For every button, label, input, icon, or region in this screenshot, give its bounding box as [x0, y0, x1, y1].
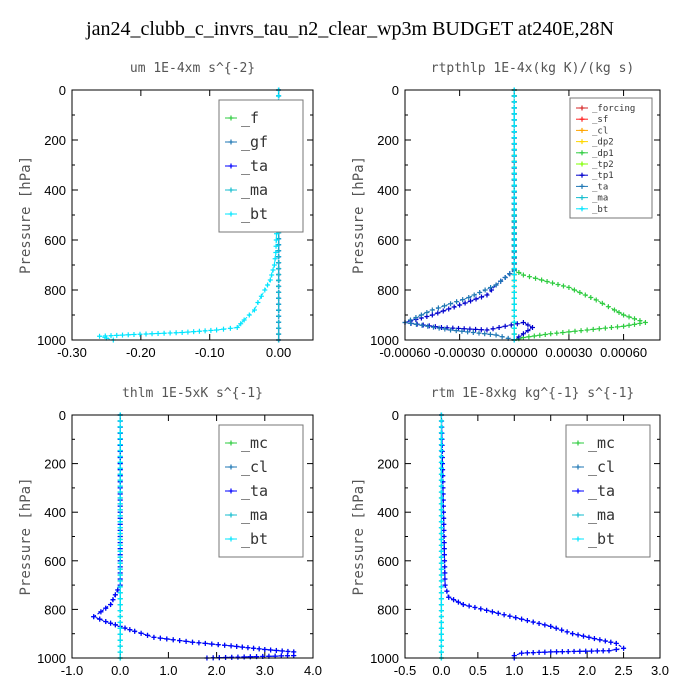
legend-entry-cl: _cl — [588, 458, 615, 476]
x-tick-label: -0.30 — [57, 345, 87, 360]
x-tick-label: 2.0 — [578, 663, 596, 678]
plot-frame — [404, 414, 661, 659]
legend-entry-ta: _ta — [588, 482, 615, 500]
chart-panel-1: um 1E-4xm s^{-2} Pressure [hPa] 0 200 400 600… — [18, 61, 314, 360]
y-tick-label: 800 — [377, 602, 399, 617]
legend-entry-ta: _ta — [241, 157, 268, 175]
panel-title: um 1E-4xm s^{-2} — [130, 61, 255, 76]
y-tick-label: 600 — [377, 233, 399, 248]
legend-entry-sf: _sf — [592, 115, 608, 125]
y-tick-label: 600 — [377, 554, 399, 569]
x-tick-label: 1.5 — [542, 663, 560, 678]
legend: _f _gf _ta _ma _bt — [218, 99, 304, 233]
y-tick-label: 600 — [44, 554, 66, 569]
y-tick-label: 600 — [44, 233, 66, 248]
y-tick-label: 1000 — [37, 651, 66, 666]
legend: _mc _cl _ta _ma _bt — [218, 424, 304, 558]
y-tick-label: 400 — [377, 505, 399, 520]
legend-entry-ta: _ta — [241, 482, 268, 500]
y-tick-label: 200 — [44, 457, 66, 472]
y-tick-label: 1000 — [370, 651, 399, 666]
x-tick-label: -0.00060 — [379, 345, 430, 360]
x-tick-label: 3.0 — [256, 663, 274, 678]
legend-entry-ta: _ta — [592, 182, 608, 192]
y-tick-label: 0 — [59, 408, 66, 423]
legend: _forcing_sf_cl _dp2_dp1_tp2_tp1_ta _ma_bt — [569, 97, 653, 219]
x-tick-label: 1.0 — [505, 663, 523, 678]
legend-entry-ma: _ma — [592, 194, 608, 204]
x-tick-label: -0.10 — [195, 345, 225, 360]
x-tick-label: 2.5 — [615, 663, 633, 678]
chart-panel-3: thlm 1E-5xK s^{-1} Pressure [hPa] 0 200 400 6… — [18, 386, 322, 678]
panel-title: rtpthlp 1E-4x(kg K)/(kg s) — [431, 61, 635, 76]
legend-entry-f: _f — [241, 109, 259, 127]
legend: _mc _cl _ta _ma _bt — [565, 424, 651, 558]
y-tick-label: 0 — [392, 408, 399, 423]
y-axis-label: Pressure [hPa] — [351, 477, 367, 595]
y-tick-label: 200 — [377, 457, 399, 472]
y-tick-label: 0 — [392, 83, 399, 98]
x-tick-label: 1.0 — [159, 663, 177, 678]
legend-entry-ma: _ma — [588, 506, 615, 524]
x-tick-label: 2.0 — [208, 663, 226, 678]
y-tick-label: 200 — [44, 133, 66, 148]
y-tick-label: 400 — [44, 505, 66, 520]
chart-panel-2: rtpthlp 1E-4x(kg K)/(kg s) Pressure [hPa]… — [351, 61, 661, 360]
legend-entry-gf: _gf — [241, 133, 268, 151]
x-tick-label: -0.00030 — [434, 345, 485, 360]
y-tick-label: 800 — [44, 602, 66, 617]
x-tick-label: 0.00000 — [491, 345, 538, 360]
legend-entry-cl: _cl — [241, 458, 268, 476]
series-line-bt — [99, 89, 280, 341]
y-tick-label: 0 — [59, 83, 66, 98]
legend-entry-ma: _ma — [241, 181, 268, 199]
x-tick-label: -0.20 — [126, 345, 156, 360]
series-line-ta — [440, 414, 625, 658]
series-line-tp1 — [404, 90, 534, 341]
legend-entry-mc: _mc — [241, 434, 268, 452]
y-axis-label: Pressure [hPa] — [18, 477, 34, 595]
legend-entry-bt: _bt — [592, 205, 608, 215]
legend-entry-bt: _bt — [241, 205, 268, 223]
x-tick-label: -1.0 — [61, 663, 83, 678]
plot-frame — [404, 89, 661, 341]
plot-frame — [71, 89, 314, 341]
x-tick-label: 0.00030 — [545, 345, 592, 360]
y-tick-label: 400 — [44, 183, 66, 198]
x-tick-label: 0.00 — [266, 345, 291, 360]
y-tick-label: 1000 — [37, 333, 66, 348]
x-tick-label: 0.0 — [432, 663, 450, 678]
legend-entry-tp1: _tp1 — [592, 171, 614, 181]
panel-title: thlm 1E-5xK s^{-1} — [122, 386, 263, 401]
y-tick-label: 200 — [377, 133, 399, 148]
y-tick-label: 400 — [377, 183, 399, 198]
y-axis-label: Pressure [hPa] — [18, 156, 34, 274]
x-tick-label: 0.5 — [469, 663, 487, 678]
panel-title: rtm 1E-8xkg kg^{-1} s^{-1} — [431, 386, 635, 401]
legend-entry-tp2: _tp2 — [592, 160, 614, 170]
plot-frame — [71, 414, 314, 659]
legend-entry-ma: _ma — [241, 506, 268, 524]
y-axis-label: Pressure [hPa] — [351, 156, 367, 274]
x-tick-label: -0.5 — [394, 663, 416, 678]
x-tick-label: 3.0 — [651, 663, 669, 678]
legend-entry-mc: _mc — [588, 434, 615, 452]
x-tick-label: 0.00060 — [600, 345, 647, 360]
y-tick-label: 1000 — [370, 333, 399, 348]
figure-title: jan24_clubb_c_invrs_tau_n2_clear_wp3m BU… — [86, 18, 614, 40]
legend-entry-dp1: _dp1 — [592, 149, 614, 159]
legend-entry-bt: _bt — [241, 530, 268, 548]
legend-entry-bt: _bt — [588, 530, 615, 548]
chart-panel-4: rtm 1E-8xkg kg^{-1} s^{-1} Pressure [hPa]… — [351, 386, 669, 678]
legend-entry-cl: _cl — [592, 126, 608, 136]
x-tick-label: 0.0 — [111, 663, 129, 678]
y-tick-label: 800 — [44, 283, 66, 298]
legend-entry-dp2: _dp2 — [592, 138, 614, 148]
x-tick-label: 4.0 — [304, 663, 322, 678]
y-tick-label: 800 — [377, 283, 399, 298]
legend-entry-forcing: _forcing — [592, 104, 635, 114]
